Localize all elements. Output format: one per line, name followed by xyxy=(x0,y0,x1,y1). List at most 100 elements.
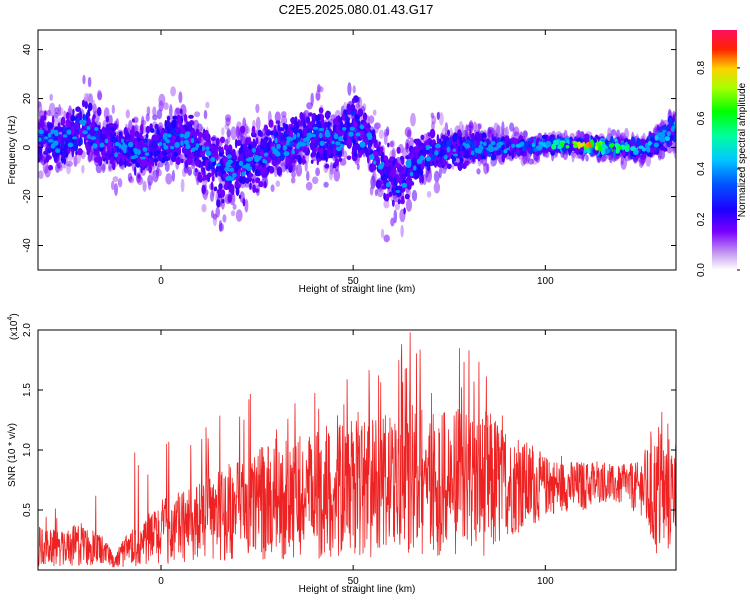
spectrogram-halo-blob xyxy=(169,104,173,118)
spectrogram-halo-blob xyxy=(218,219,223,232)
spectrogram-core-blob xyxy=(234,138,238,149)
spectrogram-halo-blob xyxy=(501,121,505,135)
spectrogram-core-blob xyxy=(667,123,671,130)
spectrogram-peak-blob xyxy=(385,182,391,188)
spectrogram-halo-blob xyxy=(187,166,193,176)
spectrogram-peak-blob xyxy=(296,143,300,150)
spectrogram-core-blob xyxy=(215,170,218,178)
spectrogram-halo-blob xyxy=(141,115,145,126)
spectrogram-core-blob xyxy=(347,109,351,116)
spectrogram-core-blob xyxy=(475,131,480,139)
spectrogram-core-blob xyxy=(85,119,92,127)
spectrogram-core-blob xyxy=(227,194,232,203)
spectrogram-core-blob xyxy=(263,180,267,189)
spectrogram-peak-blob xyxy=(577,143,581,149)
spectrogram-core-blob xyxy=(453,162,458,167)
spectrogram-peak-blob xyxy=(48,139,54,143)
spectrogram-peak-blob xyxy=(122,142,126,148)
spectrogram-peak-blob xyxy=(195,143,200,148)
colorbar-tick-label: 0.6 xyxy=(696,111,707,125)
spectrogram-core-blob xyxy=(386,166,390,176)
spectrogram-core-blob xyxy=(375,179,382,189)
spectrogram-core-blob xyxy=(464,149,470,159)
spectrogram-core-blob xyxy=(155,150,160,156)
spectrogram-peak-blob xyxy=(282,144,287,151)
spectrogram-core-blob xyxy=(251,125,256,136)
spectrogram-core-blob xyxy=(57,126,64,132)
spectrogram-core-blob xyxy=(385,162,390,168)
spectrogram-core-blob xyxy=(284,124,288,131)
spectrogram-core-blob xyxy=(263,145,268,155)
spectrogram-core-blob xyxy=(180,158,184,164)
spectrogram-halo-blob xyxy=(383,234,390,243)
spectrogram-core-blob xyxy=(230,151,237,160)
spectrogram-core-blob xyxy=(84,101,88,109)
spectrogram-core-blob xyxy=(136,157,142,163)
spectrogram-core-blob xyxy=(176,114,181,124)
spectrogram-core-blob xyxy=(140,123,144,134)
spectrogram-peak-blob xyxy=(596,142,602,148)
spectrogram-peak-blob xyxy=(128,141,134,148)
spectrogram-halo-blob xyxy=(230,210,236,217)
spectrogram-halo-blob xyxy=(111,104,115,115)
spectrogram-core-blob xyxy=(365,148,369,158)
spectrogram-halo-blob xyxy=(356,163,360,171)
spectrogram-halo-blob xyxy=(333,168,341,182)
spectrogram-core-blob xyxy=(457,129,462,137)
spectrogram-peak-blob xyxy=(238,160,244,167)
spectrogram-core-blob xyxy=(471,132,475,143)
spectrogram-halo-blob xyxy=(127,172,133,182)
spectrogram-peak-blob xyxy=(254,157,260,163)
spectrogram-peak-blob xyxy=(245,163,251,167)
spectrogram-core-blob xyxy=(371,162,375,173)
spectrogram-core-blob xyxy=(197,159,201,165)
spectrogram-halo-blob xyxy=(390,217,395,227)
spectrogram-core-blob xyxy=(218,183,222,190)
spectrogram-halo-blob xyxy=(117,178,123,188)
spectrogram-core-blob xyxy=(126,151,130,160)
spectrogram-core-blob xyxy=(238,176,243,181)
spectrogram-core-blob xyxy=(75,106,81,112)
spectrogram-core-blob xyxy=(322,150,326,161)
spectrogram-halo-blob xyxy=(487,127,491,138)
spectrogram-halo-blob xyxy=(221,127,225,136)
spectrogram-halo-blob xyxy=(145,113,150,122)
spectrogram-halo-blob xyxy=(380,228,385,239)
spectrogram-halo-blob xyxy=(57,161,63,169)
spectrogram-halo-blob xyxy=(369,186,374,196)
spectrogram-core-blob xyxy=(74,130,80,135)
spectrogram-core-blob xyxy=(70,115,76,122)
snr-x-tick-label: 100 xyxy=(537,576,554,587)
spectrogram-core-blob xyxy=(286,129,290,135)
spectrogram-halo-blob xyxy=(235,125,240,139)
spectrogram-peak-blob xyxy=(306,141,310,147)
spectrogram-y-tick-label: -40 xyxy=(22,238,33,253)
spectrogram-core-blob xyxy=(521,145,527,152)
spectrogram-core-blob xyxy=(135,141,138,149)
spectrogram-peak-blob xyxy=(348,131,354,137)
spectrogram-halo-blob xyxy=(374,189,378,197)
spectrogram-core-blob xyxy=(277,123,281,132)
spectrogram-halo-blob xyxy=(490,159,496,167)
spectrogram-core-blob xyxy=(501,144,505,151)
spectrogram-core-blob xyxy=(219,136,226,144)
spectrogram-core-blob xyxy=(179,121,183,130)
spectrogram-core-blob xyxy=(365,124,371,129)
spectrogram-peak-blob xyxy=(609,143,614,148)
spectrogram-peak-blob xyxy=(229,176,235,182)
spectrogram-core-blob xyxy=(247,137,252,146)
spectrogram-core-blob xyxy=(131,129,135,139)
spectrogram-core-blob xyxy=(145,133,149,139)
spectrogram-halo-blob xyxy=(244,198,249,213)
spectrogram-halo-blob xyxy=(148,181,152,191)
spectrogram-core-blob xyxy=(40,153,43,161)
spectrogram-core-blob xyxy=(385,174,388,181)
spectrogram-peak-blob xyxy=(565,145,570,149)
spectrogram-core-blob xyxy=(194,150,200,157)
spectrogram-core-blob xyxy=(292,159,296,164)
spectrogram-core-blob xyxy=(260,138,264,148)
spectrogram-core-blob xyxy=(310,159,314,164)
spectrogram-peak-blob xyxy=(446,146,451,153)
spectrogram-halo-blob xyxy=(436,112,440,120)
spectrogram-peak-blob xyxy=(413,165,417,171)
